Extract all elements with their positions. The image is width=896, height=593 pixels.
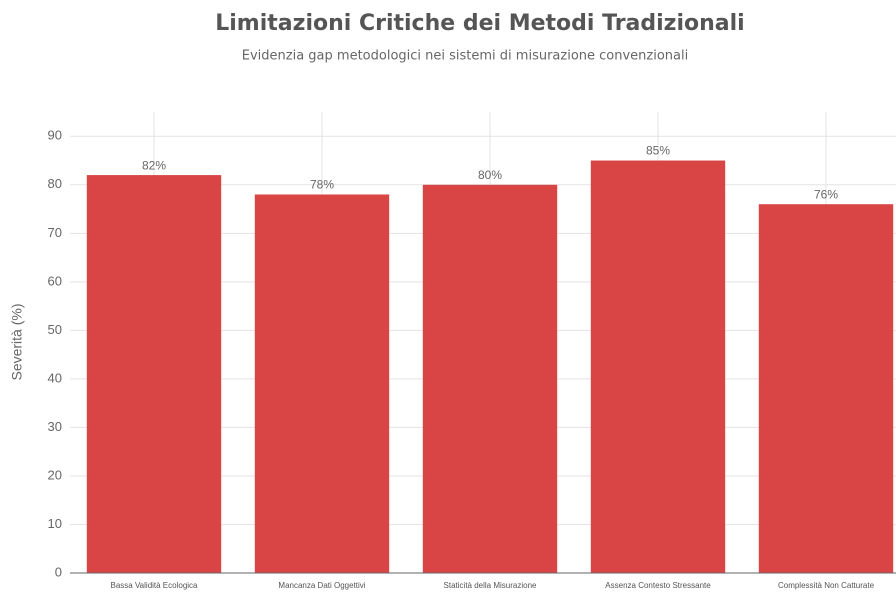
y-tick-label: 40	[48, 370, 62, 385]
value-label: 82%	[142, 158, 166, 172]
chart-subtitle: Evidenzia gap metodologici nei sistemi d…	[242, 49, 688, 64]
bar	[422, 184, 558, 573]
x-tick-label: Mancanza Dati Oggettivi	[278, 581, 365, 590]
y-axis-label: Severità (%)	[9, 303, 25, 380]
x-tick-label: Staticità della Misurazione	[444, 581, 537, 590]
x-tick-label: Complessità Non Catturate	[778, 581, 875, 590]
y-tick-label: 30	[48, 419, 62, 434]
y-tick-label: 20	[48, 467, 62, 482]
value-label: 80%	[478, 168, 502, 182]
y-tick-label: 10	[48, 516, 62, 531]
bar	[254, 194, 390, 573]
bar	[86, 175, 222, 573]
bar	[590, 160, 726, 574]
x-tick-label: Bassa Validità Ecologica	[110, 581, 198, 590]
value-label: 85%	[646, 144, 670, 158]
y-tick-label: 70	[48, 225, 62, 240]
y-tick-label: 80	[48, 176, 62, 191]
x-tick-label: Assenza Contesto Stressante	[605, 581, 711, 590]
value-label: 78%	[310, 178, 334, 192]
y-tick-label: 0	[55, 564, 62, 579]
y-tick-label: 60	[48, 273, 62, 288]
bar	[758, 204, 894, 573]
y-tick-label: 90	[48, 128, 62, 143]
chart-title: Limitazioni Critiche dei Metodi Tradizio…	[215, 11, 744, 36]
y-tick-label: 50	[48, 322, 62, 337]
value-label: 76%	[814, 187, 838, 201]
